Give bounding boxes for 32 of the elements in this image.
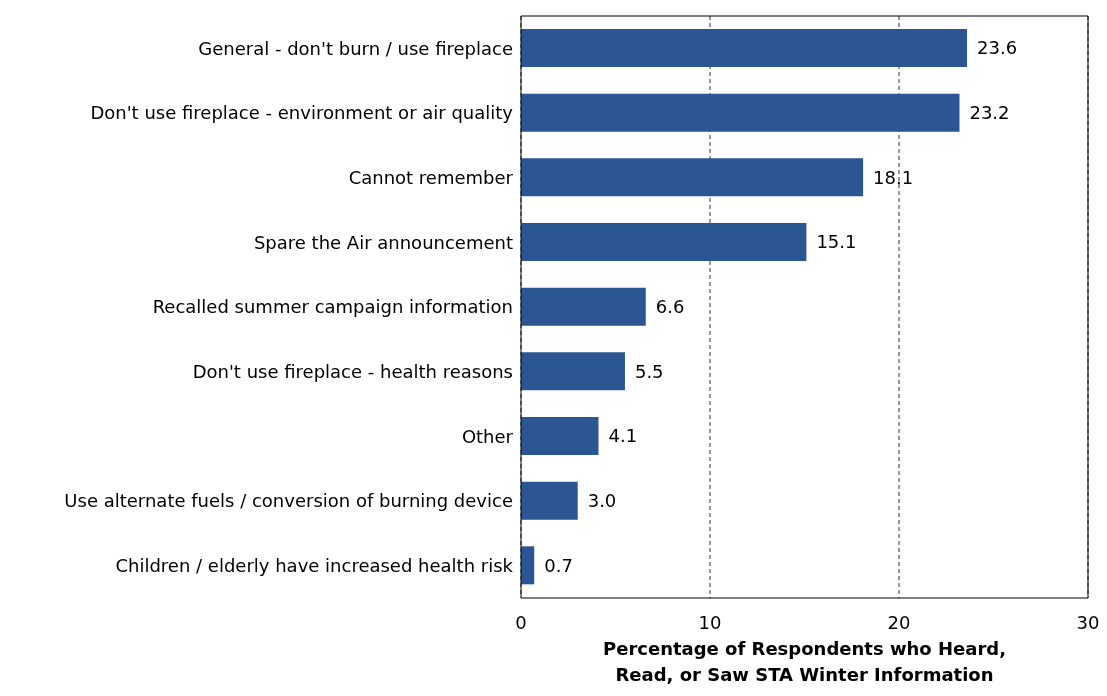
y-tick-label: Spare the Air announcement bbox=[253, 231, 513, 253]
y-tick-label: Other bbox=[461, 425, 514, 447]
data-label: 18.1 bbox=[873, 166, 914, 188]
data-label: 23.6 bbox=[977, 37, 1018, 59]
x-tick-label: 10 bbox=[698, 611, 722, 633]
bar bbox=[521, 158, 864, 197]
data-label: 23.2 bbox=[969, 102, 1010, 124]
bar bbox=[521, 481, 578, 520]
x-tick-label: 30 bbox=[1076, 611, 1100, 633]
data-label: 3.0 bbox=[587, 490, 617, 512]
data-label: 6.6 bbox=[655, 296, 685, 318]
y-tick-label: Recalled summer campaign information bbox=[152, 296, 513, 318]
bar bbox=[521, 417, 599, 455]
y-tick-label: Use alternate fuels / conversion of burning device bbox=[64, 490, 513, 512]
x-tick-label: 0 bbox=[515, 611, 527, 633]
bar bbox=[521, 223, 807, 261]
bar bbox=[521, 287, 646, 326]
y-tick-label: General - don't burn / use fireplace bbox=[198, 37, 513, 59]
y-tick-label: Don't use fireplace - health reasons bbox=[192, 361, 513, 383]
data-label: 0.7 bbox=[544, 554, 573, 576]
bar bbox=[521, 352, 625, 391]
data-label: 5.5 bbox=[634, 360, 664, 382]
bar bbox=[521, 546, 535, 585]
y-tick-label: Don't use fireplace - environment or air quality bbox=[90, 102, 514, 124]
bar bbox=[521, 93, 960, 132]
bar bbox=[521, 29, 968, 67]
x-tick-label: 20 bbox=[887, 611, 911, 633]
y-tick-label: Children / elderly have increased health risk bbox=[115, 555, 514, 577]
data-label: 15.1 bbox=[816, 231, 857, 253]
data-label: 4.1 bbox=[608, 425, 638, 447]
x-axis-title: Percentage of Respondents who Heard, Read, or Saw STA Winter Information bbox=[603, 637, 1006, 685]
y-tick-label: Cannot remember bbox=[348, 167, 514, 189]
